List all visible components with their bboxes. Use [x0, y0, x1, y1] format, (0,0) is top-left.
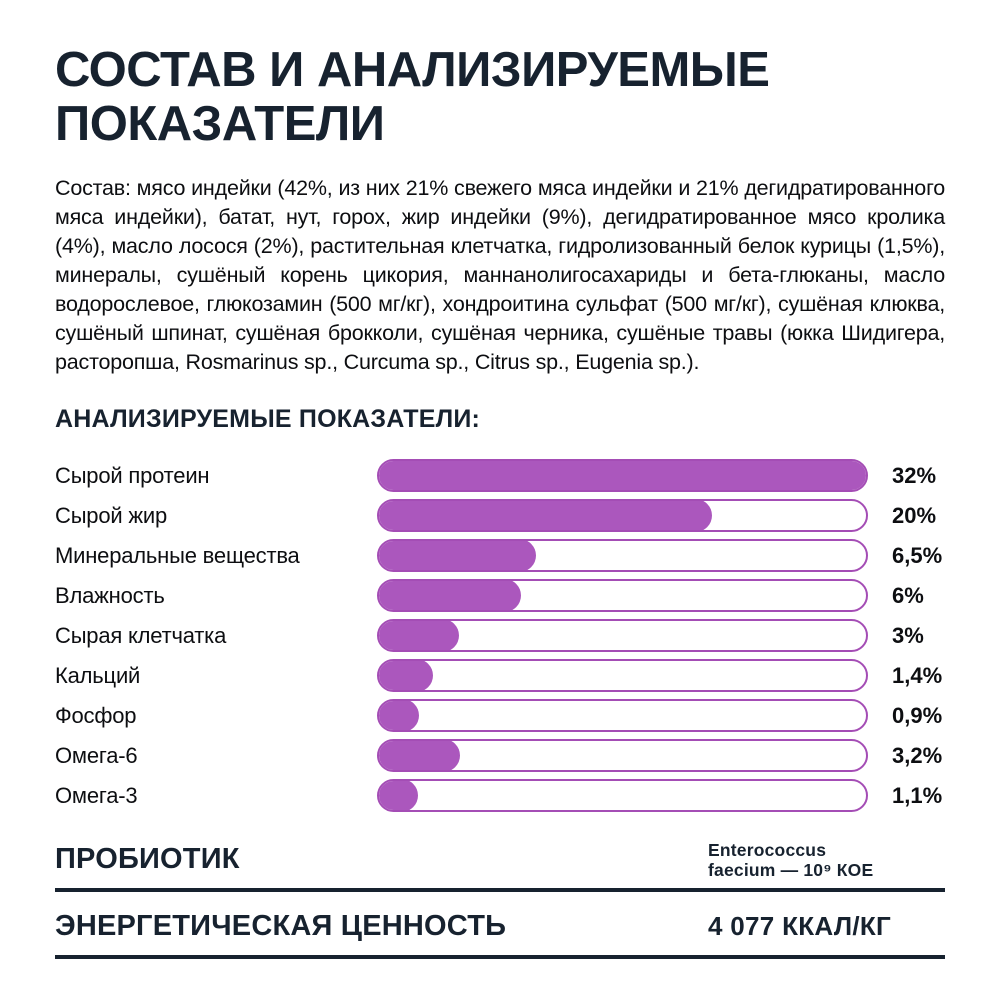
chart-row: Минеральные вещества 6,5%	[55, 536, 945, 576]
chart-row-value: 20%	[892, 502, 937, 528]
chart-row-value: 0,9%	[892, 702, 943, 728]
bar-fill	[379, 581, 521, 611]
bar-track	[377, 539, 868, 573]
chart-row-label: Сырой жир	[55, 502, 168, 528]
chart-row-label: Сырой протеин	[55, 462, 210, 488]
chart-row: Влажность 6%	[55, 576, 945, 616]
bar-fill	[379, 661, 434, 691]
bar-fill	[379, 701, 419, 731]
chart-row-value: 3%	[892, 622, 924, 648]
chart-row-value: 6%	[892, 582, 924, 608]
chart-row-label: Минеральные вещества	[55, 542, 300, 568]
chart-row-label: Сырая клетчатка	[55, 622, 227, 648]
chart-row: Омега-3 1,1%	[55, 776, 945, 816]
probiotic-value-line1: Enterococcus	[708, 839, 827, 860]
composition-paragraph: Состав: мясо индейки (42%, из них 21% св…	[55, 175, 945, 374]
chart-row-label: Омега-3	[55, 782, 138, 808]
chart-row-value: 32%	[892, 462, 937, 488]
bar-fill	[379, 741, 460, 771]
probiotic-value-line2: faecium — 10⁹ КОЕ	[708, 859, 874, 880]
chart-row: Кальций 1,4%	[55, 656, 945, 696]
chart-row-value: 3,2%	[892, 742, 943, 768]
bar-track	[377, 459, 868, 493]
chart-row: Сырая клетчатка 3%	[55, 616, 945, 656]
chart-row: Сырой жир 20%	[55, 496, 945, 536]
bar-track	[377, 699, 868, 733]
nutrition-bar-chart: Сырой протеин 32% Сырой жир 20% Минераль…	[55, 456, 945, 816]
energy-row: ЭНЕРГЕТИЧЕСКАЯ ЦЕННОСТЬ 4 077 ККАЛ/КГ	[55, 910, 945, 959]
bar-track	[377, 619, 868, 653]
chart-row: Фосфор 0,9%	[55, 696, 945, 736]
chart-row: Омега-6 3,2%	[55, 736, 945, 776]
chart-row-label: Омега-6	[55, 742, 138, 768]
page-title: СОСТАВ И АНАЛИЗИРУЕМЫЕ ПОКАЗАТЕЛИ	[55, 43, 770, 151]
chart-row-label: Влажность	[55, 582, 165, 608]
energy-label: ЭНЕРГЕТИЧЕСКАЯ ЦЕННОСТЬ	[55, 909, 507, 942]
bar-track	[377, 659, 868, 693]
bar-fill	[379, 621, 459, 651]
bar-track	[377, 579, 868, 613]
chart-row-value: 1,4%	[892, 662, 943, 688]
bar-fill	[379, 781, 418, 811]
chart-row: Сырой протеин 32%	[55, 456, 945, 496]
bar-fill	[379, 541, 536, 571]
bar-track	[377, 779, 868, 813]
bar-fill	[379, 501, 713, 531]
bar-track	[377, 499, 868, 533]
bar-track	[377, 739, 868, 773]
analyzed-indicators-header: АНАЛИЗИРУЕМЫЕ ПОКАЗАТЕЛИ:	[55, 404, 481, 433]
chart-row-value: 1,1%	[892, 782, 943, 808]
bar-fill	[379, 461, 866, 491]
chart-row-label: Фосфор	[55, 702, 137, 728]
chart-row-label: Кальций	[55, 662, 141, 688]
chart-row-value: 6,5%	[892, 542, 943, 568]
energy-value: 4 077 ККАЛ/КГ	[708, 910, 892, 941]
probiotic-label: ПРОБИОТИК	[55, 843, 240, 876]
probiotic-row: ПРОБИОТИК Enterococcus faecium — 10⁹ КОЕ	[55, 840, 945, 892]
probiotic-value: Enterococcus faecium — 10⁹ КОЕ	[708, 840, 945, 880]
